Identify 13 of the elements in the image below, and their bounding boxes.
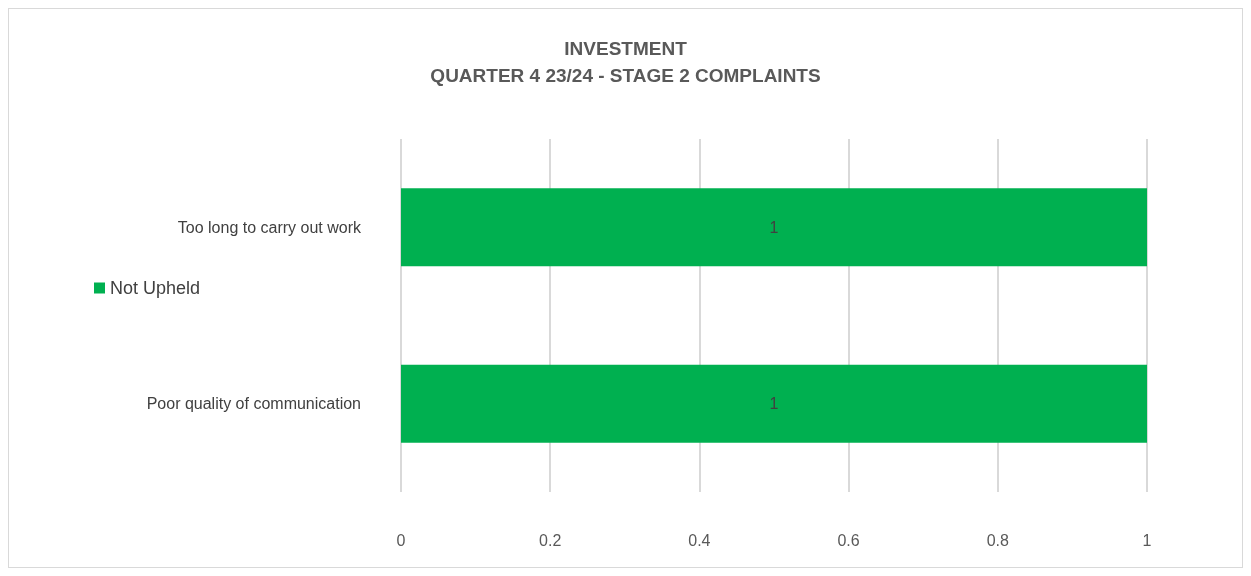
chart-title: INVESTMENT	[564, 38, 688, 59]
x-tick-label: 0.4	[688, 531, 711, 549]
x-tick-label: 1	[1142, 531, 1152, 549]
chart-subtitle: QUARTER 4 23/24 - STAGE 2 COMPLAINTS	[430, 65, 821, 86]
legend-label: Not Upheld	[110, 278, 201, 298]
data-label: 1	[769, 395, 779, 413]
data-label: 1	[769, 218, 779, 236]
y-tick-label: Too long to carry out work	[177, 218, 362, 236]
x-tick-label: 0	[396, 531, 406, 549]
y-tick-label: Poor quality of communication	[146, 395, 361, 413]
x-tick-label: 0.6	[837, 531, 860, 549]
x-tick-label: 0.8	[986, 531, 1010, 549]
x-tick-label: 0.2	[539, 531, 562, 549]
